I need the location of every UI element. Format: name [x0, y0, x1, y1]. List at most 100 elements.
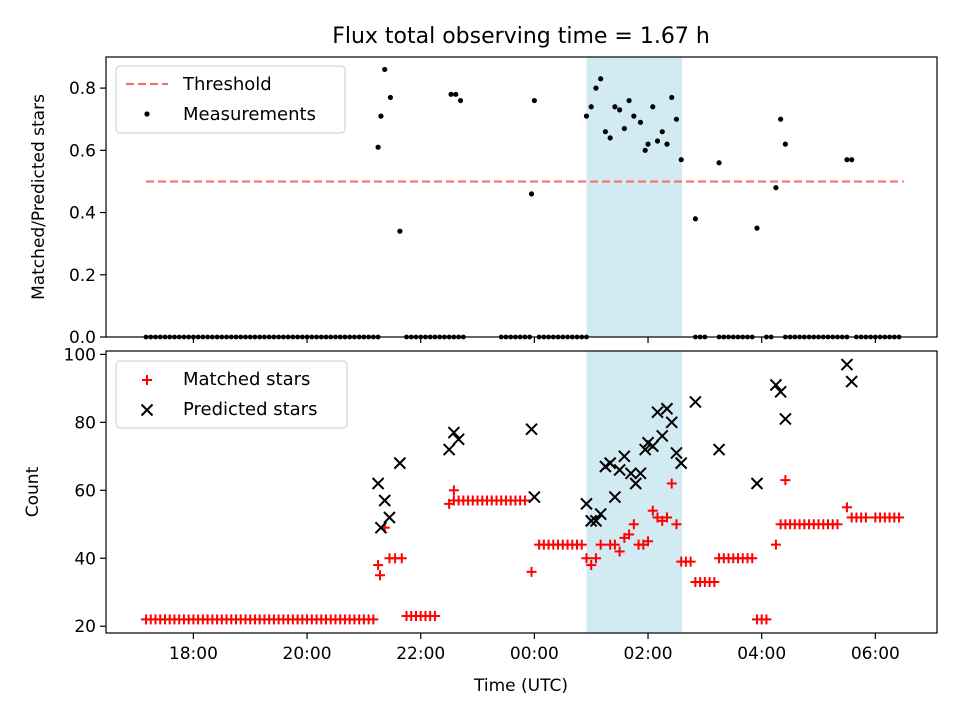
ratio-x-ticks — [192, 337, 876, 343]
predicted-stars-marker — [608, 490, 622, 504]
predicted-stars-marker — [393, 456, 407, 470]
legend-predicted-label: Predicted stars — [183, 399, 317, 420]
matched-stars-marker — [396, 553, 407, 564]
measurement-point — [528, 191, 535, 197]
predicted-stars-marker — [689, 395, 702, 409]
measurement-point — [612, 104, 618, 110]
x-axis-label: Time (UTC) — [473, 676, 568, 696]
measurement-point — [664, 141, 670, 147]
matched-stars-marker — [526, 566, 537, 577]
measurement-point — [673, 116, 680, 122]
matched-stars-marker — [429, 611, 440, 622]
matched-stars-marker — [609, 539, 620, 550]
matched-stars-markers — [141, 475, 905, 625]
legend-matched-label: Matched stars — [183, 369, 310, 390]
ratio-axes-frame — [105, 56, 938, 338]
legend-measurements-label: Measurements — [183, 104, 316, 125]
measurement-point — [387, 94, 394, 101]
matched-stars-marker — [666, 478, 677, 489]
predicted-stars-marker — [629, 477, 642, 490]
matched-stars-marker — [647, 505, 658, 516]
matched-stars-marker — [661, 512, 672, 523]
matched-stars-marker — [624, 529, 635, 540]
predicted-stars-marker — [750, 477, 764, 490]
y-tick-label: 100 — [64, 345, 96, 365]
x-tick-label: 18:00 — [169, 644, 218, 664]
measurement-point — [692, 216, 698, 222]
measurement-point — [448, 91, 454, 97]
measurement-point — [773, 185, 779, 191]
matched-stars-marker — [595, 539, 606, 550]
measurement-point — [382, 66, 388, 73]
predicted-stars-marker — [371, 477, 385, 490]
measurement-point — [607, 135, 613, 141]
matched-stars-marker — [586, 560, 597, 571]
legend-threshold-label: Threshold — [182, 74, 272, 95]
predicted-stars-marker — [660, 402, 674, 415]
predicted-stars-marker — [646, 439, 659, 453]
x-tick-label: 20:00 — [283, 644, 332, 664]
predicted-stars-marker — [774, 385, 787, 398]
predicted-stars-marker — [674, 456, 688, 470]
measurement-point — [598, 76, 604, 82]
predicted-stars-marker — [452, 433, 465, 446]
measurement-point — [778, 116, 784, 122]
matched-stars-marker — [780, 475, 791, 486]
measurement-point — [617, 107, 623, 113]
measurement-points — [375, 66, 855, 234]
predicted-stars-marker — [447, 426, 461, 439]
predicted-stars-marker — [656, 429, 669, 443]
matched-stars-marker — [448, 485, 459, 496]
matched-stars-marker — [590, 553, 601, 564]
predicted-stars-markers — [371, 358, 858, 534]
matched-stars-marker — [894, 512, 905, 523]
predicted-stars-marker — [670, 446, 683, 460]
predicted-stars-marker — [528, 490, 541, 504]
predicted-stars-marker — [634, 467, 647, 480]
ratio-y-ticks: 0.0 0.2 0.4 0.6 0.8 — [69, 79, 106, 348]
ratio-panel: 0.00.20.40.60.8 Matched/Predicted stars … — [29, 56, 938, 348]
predicted-stars-marker — [840, 358, 854, 371]
measurement-point — [669, 94, 675, 101]
matched-stars-marker — [860, 512, 871, 523]
measurement-point — [457, 97, 464, 104]
matched-stars-marker — [581, 553, 592, 564]
x-tick-label: 02:00 — [624, 644, 673, 664]
measurement-point — [378, 113, 384, 119]
y-tick-label: 0.4 — [69, 204, 96, 224]
y-tick-label: 80 — [74, 413, 96, 433]
observing-span-bottom — [586, 351, 683, 633]
y-tick-label: 0.6 — [69, 141, 96, 161]
predicted-stars-marker — [769, 378, 783, 392]
predicted-stars-marker — [589, 514, 603, 528]
count-panel: 20 40 60 80 100 18:00 20:00 22:00 00:00 02:00 04:… — [23, 345, 938, 696]
legend-matched-marker — [142, 375, 152, 385]
y-tick-label: 0.2 — [69, 266, 96, 286]
predicted-stars-marker — [624, 467, 638, 480]
legend-predicted-swatch — [140, 403, 154, 417]
measurement-point — [844, 157, 850, 163]
predicted-stars-marker — [594, 507, 607, 521]
y-tick-label: 40 — [74, 549, 96, 569]
measurement-point — [716, 160, 722, 166]
predicted-stars-marker — [618, 450, 631, 463]
chart-title: Flux total observing time = 1.67 h — [332, 24, 710, 49]
measurement-point — [626, 97, 632, 104]
predicted-stars-marker — [712, 443, 726, 456]
measurement-point — [375, 144, 381, 150]
predicted-stars-marker — [525, 422, 538, 436]
predicted-stars-marker — [638, 443, 652, 456]
ratio-legend: Threshold Measurements — [115, 65, 346, 134]
matched-stars-marker — [576, 539, 587, 550]
predicted-stars-marker — [779, 412, 792, 426]
measurement-point — [593, 85, 599, 91]
matched-stars-marker — [685, 556, 696, 567]
measurement-point — [678, 157, 684, 163]
count-axes-frame — [105, 350, 938, 634]
measurement-point — [650, 104, 656, 110]
measurement-point — [588, 104, 594, 110]
matched-stars-marker — [373, 560, 384, 571]
matched-stars-marker — [614, 546, 625, 557]
measurement-point — [583, 113, 590, 119]
predicted-stars-marker — [845, 375, 858, 388]
